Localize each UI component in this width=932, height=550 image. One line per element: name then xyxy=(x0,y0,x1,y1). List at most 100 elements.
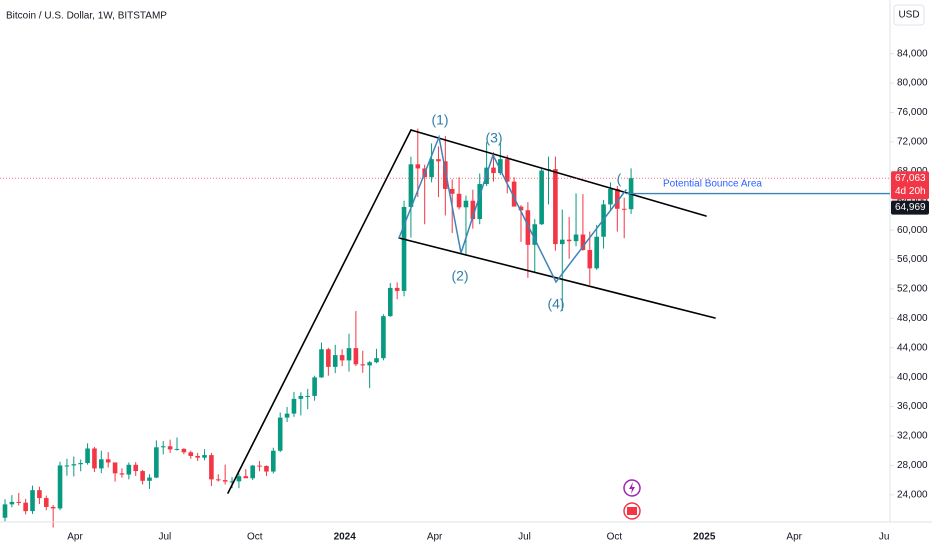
candle-body xyxy=(140,471,145,481)
candle-body xyxy=(243,476,249,479)
currency-button[interactable] xyxy=(893,4,925,26)
candle-body xyxy=(449,188,455,194)
candle-body xyxy=(92,448,97,469)
y-tick-label: 44,000 xyxy=(897,342,928,353)
drawings xyxy=(227,129,716,494)
candle-body xyxy=(160,446,166,448)
candle-body xyxy=(264,465,269,472)
horizontal-line-box xyxy=(891,200,929,215)
candle-body xyxy=(443,161,448,189)
wave-label: (4) xyxy=(547,296,564,312)
wave-label: ( xyxy=(617,171,622,187)
candle-body xyxy=(463,200,469,208)
candle-body xyxy=(126,464,132,475)
candle-body xyxy=(99,459,104,469)
trend-line xyxy=(227,129,412,494)
candle-body xyxy=(37,490,42,499)
candle-body xyxy=(298,395,304,399)
candle-body xyxy=(112,462,118,474)
candle-body xyxy=(381,316,386,359)
y-tick-label: 52,000 xyxy=(897,284,928,295)
candle-body xyxy=(236,476,242,482)
annotation: Potential Bounce Area xyxy=(663,179,762,190)
candle-body xyxy=(2,504,8,518)
candle-body xyxy=(119,473,125,475)
candle-body xyxy=(559,239,565,245)
x-tick-label: Apr xyxy=(67,532,83,543)
candle-body xyxy=(415,164,421,169)
candle-body xyxy=(367,362,372,366)
candle-body xyxy=(154,447,159,478)
y-tick-label: 32,000 xyxy=(897,431,928,442)
last-price-box xyxy=(891,171,929,200)
candle-body xyxy=(511,181,517,207)
candle-body xyxy=(50,506,56,509)
candle-body xyxy=(195,455,200,458)
candle-body xyxy=(339,355,345,361)
candle-body xyxy=(43,498,49,507)
candle-body xyxy=(346,348,352,361)
x-tick-label: Oct xyxy=(247,532,263,543)
candle-body xyxy=(573,234,579,242)
currency-label[interactable]: USD xyxy=(898,10,919,21)
candle-body xyxy=(284,413,290,418)
candle-body xyxy=(277,417,283,451)
wave-label: (2) xyxy=(451,268,468,284)
candle-body xyxy=(181,448,187,453)
candle-body xyxy=(57,465,63,509)
candle-body xyxy=(504,159,510,182)
candle-body xyxy=(477,184,483,220)
candle-body xyxy=(222,480,228,482)
x-tick-label: Oct xyxy=(607,532,623,543)
countdown-label: 4d 20h xyxy=(895,186,926,197)
y-tick-label: 80,000 xyxy=(897,78,928,89)
candle-body xyxy=(353,348,359,365)
candle-body xyxy=(209,455,214,480)
candle-body xyxy=(105,459,111,463)
candle-body xyxy=(332,355,338,367)
candle-body xyxy=(133,464,139,472)
y-tick-label: 36,000 xyxy=(897,401,928,412)
x-tick-label: 2025 xyxy=(693,532,716,543)
y-tick-label: 72,000 xyxy=(897,137,928,148)
x-tick-label: 2024 xyxy=(334,532,357,543)
candle-body xyxy=(147,477,152,481)
wave-path xyxy=(398,134,627,284)
candle-body xyxy=(71,464,77,466)
candle-body xyxy=(326,349,331,367)
candle-body xyxy=(518,206,524,211)
candle-body xyxy=(16,501,22,503)
y-tick-label: 56,000 xyxy=(897,254,928,265)
plot-area xyxy=(2,128,634,528)
candle-body xyxy=(23,502,28,512)
candle-body xyxy=(215,479,221,481)
candle-body xyxy=(401,206,407,291)
candle-body xyxy=(78,463,83,465)
chart-title: Bitcoin / U.S. Dollar, 1W, BITSTAMP xyxy=(6,11,167,22)
candle-body xyxy=(553,169,558,245)
last-price-label: 67,063 xyxy=(895,173,926,184)
candle-body xyxy=(470,200,476,220)
wave-label: (1) xyxy=(431,112,448,128)
candle-body xyxy=(608,188,613,205)
x-tick-label: Apr xyxy=(786,532,802,543)
candle-body xyxy=(587,249,593,269)
x-tick-label: Apr xyxy=(427,532,443,543)
candle-body xyxy=(615,188,620,209)
candle-body xyxy=(456,193,462,208)
candle-body xyxy=(525,210,531,245)
candle-body xyxy=(394,287,400,291)
candle-body xyxy=(271,450,276,472)
event-icons xyxy=(623,479,641,520)
candle-body xyxy=(305,395,311,397)
wave-label: (3) xyxy=(485,130,502,146)
lightning xyxy=(629,482,635,494)
candle-body xyxy=(174,448,180,450)
candle-body xyxy=(30,490,35,512)
flag xyxy=(627,507,637,515)
candle-body xyxy=(621,208,627,210)
candle-body xyxy=(374,358,379,363)
candle-body xyxy=(167,446,173,450)
candle-body xyxy=(319,349,324,378)
